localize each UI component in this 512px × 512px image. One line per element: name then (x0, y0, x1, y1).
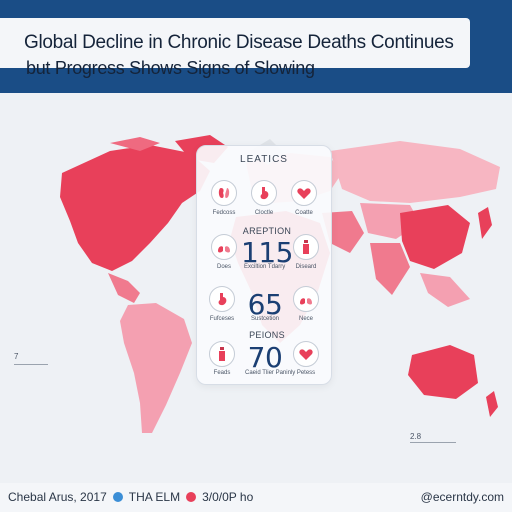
map-marker-left: 7 (14, 352, 19, 361)
footer-source: Chebal Arus, 2017 (8, 490, 107, 504)
legend-item-1: THA ELM (128, 490, 181, 504)
japan-region (478, 207, 492, 239)
map-marker-right-line (410, 442, 456, 443)
row4-label-1: Feads (213, 370, 231, 376)
heart-icon (293, 341, 319, 367)
title-band (0, 18, 470, 68)
india-region (370, 243, 410, 295)
bottle-icon (209, 341, 235, 367)
lungs-icon (211, 234, 237, 260)
panel-title: LEATICS (240, 154, 288, 165)
value-70: 70 (247, 341, 283, 374)
legend-dot-red (186, 492, 197, 502)
legend-dot-blue (112, 492, 123, 502)
middle-east-region (322, 211, 364, 253)
row2-label-2: Exciltion Tdarry (244, 264, 286, 270)
row3-label-1: Fufceses (209, 316, 235, 322)
row4-label-3: Petess (296, 370, 316, 376)
north-america-region (60, 145, 210, 271)
canada-islands (110, 137, 160, 151)
row1-label-3: Coatte (295, 210, 313, 216)
page-subtitle: but Progress Shows Signs of Slowing (26, 58, 315, 78)
china-region (400, 205, 470, 269)
russia-region (330, 141, 500, 203)
row1-label-2: Cloctle (254, 210, 274, 216)
footer-legend: Chebal Arus, 2017 THA ELM 3/0/0P ho (8, 490, 253, 504)
australia-region (408, 345, 478, 399)
stomach-icon (251, 180, 277, 206)
section-2-label: AREPTION (242, 226, 292, 236)
heart-icon (291, 180, 317, 206)
southeast-asia-region (420, 273, 470, 307)
value-115: 115 (241, 236, 293, 269)
map-marker-left-line (14, 364, 48, 365)
new-zealand-region (486, 391, 498, 417)
row3-label-3: Nece (298, 316, 313, 322)
lungs-icon (293, 286, 319, 312)
page-title: Global Decline in Chronic Disease Deaths… (24, 32, 454, 53)
row4-label-2: Caeid Tlier Paninly (245, 370, 296, 376)
legend-item-2: 3/0/0P ho (202, 490, 254, 504)
footer-credit: @ecerntdy.com (420, 490, 504, 504)
stomach-icon (209, 286, 235, 312)
south-america-region (120, 303, 192, 433)
value-65: 65 (247, 288, 283, 321)
row1-label-1: Fedcoss (212, 210, 236, 216)
central-america-region (108, 273, 140, 303)
section-4-label: PEIONS (249, 330, 285, 340)
footer: Chebal Arus, 2017 THA ELM 3/0/0P ho @ece… (0, 483, 512, 512)
row2-label-3: Diseard (295, 264, 317, 270)
row3-label-2: Sustcetion (250, 316, 280, 322)
stats-panel: LEATICS Fedcoss Cloctle Coatte AREPTION … (196, 145, 332, 385)
kidney-icon (211, 180, 237, 206)
row2-label-1: Does (216, 264, 231, 270)
map-marker-right: 2.8 (410, 432, 422, 441)
bottle-icon (293, 234, 319, 260)
